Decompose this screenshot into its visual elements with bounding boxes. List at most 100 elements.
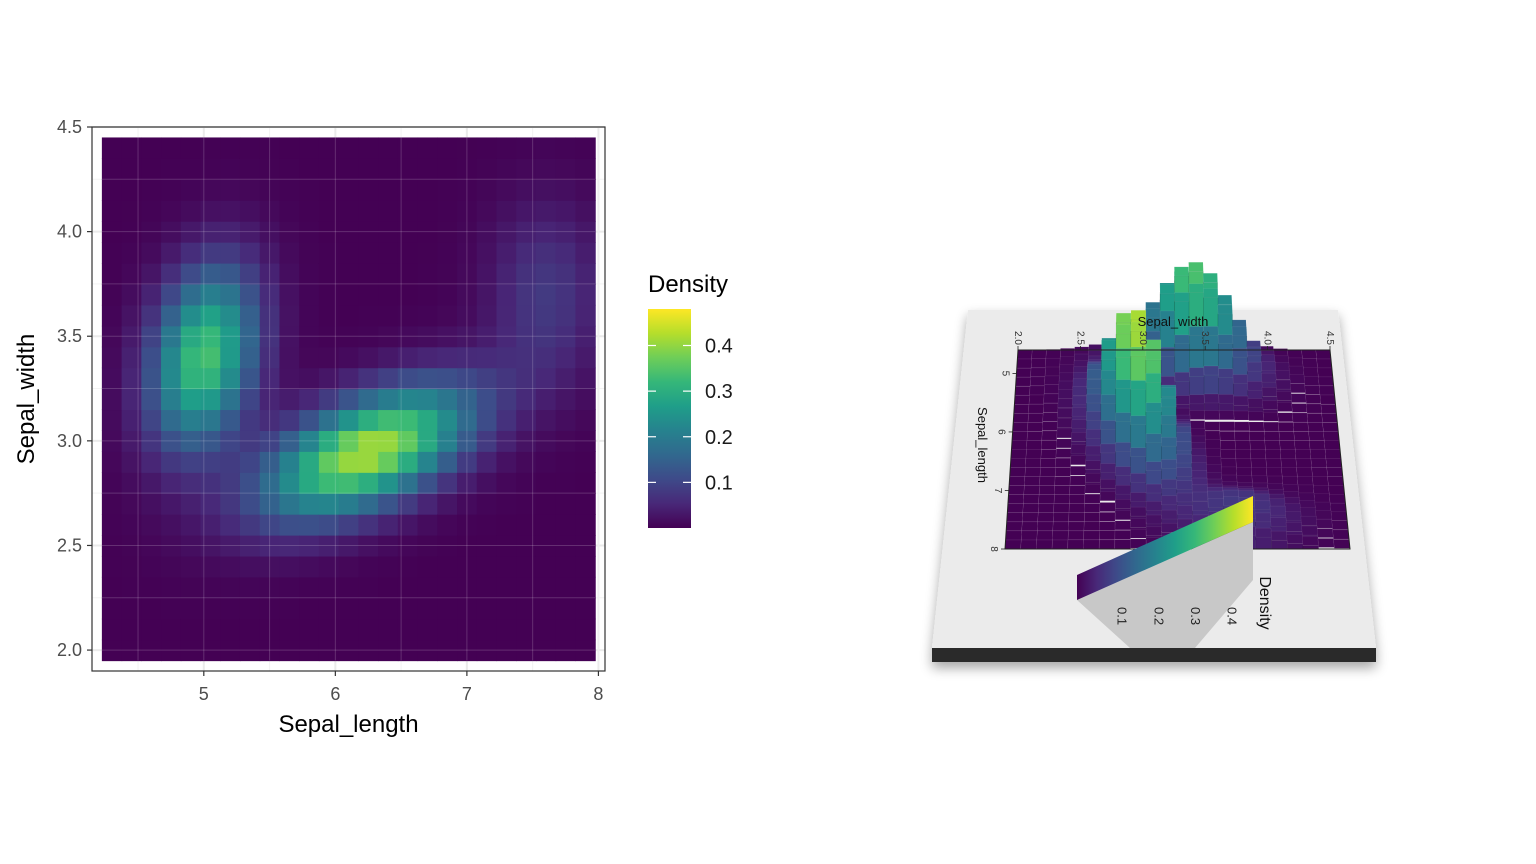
surface-cell-top xyxy=(1026,431,1043,441)
surface-cell-top xyxy=(1070,466,1086,476)
heatmap-cell xyxy=(378,304,399,327)
surface-cell-top xyxy=(1286,534,1304,544)
heatmap-cell xyxy=(397,451,419,473)
heatmap-cell xyxy=(239,137,261,159)
heatmap-cell xyxy=(417,430,438,452)
heatmap-cell xyxy=(161,472,182,494)
heatmap-cell xyxy=(555,283,576,306)
heatmap-cell xyxy=(496,576,517,599)
heatmap-cell xyxy=(358,430,379,452)
heatmap-cell xyxy=(141,535,162,557)
surface-cell-top xyxy=(1161,523,1178,533)
heatmap-cell xyxy=(437,472,458,494)
surface-cell-top xyxy=(1326,467,1343,477)
heatmap-cell xyxy=(121,618,142,641)
heatmap-cell xyxy=(535,367,557,390)
surface-cell-top xyxy=(1189,394,1205,405)
heatmap-cell xyxy=(161,263,182,285)
heatmap-cell xyxy=(200,325,221,348)
heatmap-cell xyxy=(516,597,537,620)
heatmap-cell xyxy=(279,576,300,599)
heatmap-cell xyxy=(200,409,221,431)
heatmap-cell xyxy=(476,346,498,369)
heatmap-cell xyxy=(575,137,596,159)
heatmap-cell xyxy=(239,304,261,327)
heatmap-cell xyxy=(220,242,241,264)
surface-cell-top xyxy=(1059,364,1075,374)
surface-cell-top xyxy=(1030,367,1046,378)
surface-cell-top xyxy=(1314,501,1332,512)
heatmap-cell xyxy=(516,639,537,662)
surface-cell-top xyxy=(1005,530,1022,541)
heatmap-cell xyxy=(358,325,379,348)
iso-legend-ticks: 0.1 0.2 0.3 0.4 xyxy=(1115,607,1240,625)
surface-cell-top xyxy=(1130,492,1147,502)
y-tick-label: 3.0 xyxy=(57,431,82,451)
surface-cell-top xyxy=(1130,380,1147,390)
heatmap-cell xyxy=(279,618,300,641)
heatmap-cell xyxy=(397,618,419,641)
heatmap-cell xyxy=(161,304,182,327)
surface-cell-top xyxy=(1007,503,1024,513)
heatmap-cell xyxy=(141,576,162,599)
surface-cell-top xyxy=(1217,294,1233,305)
heatmap-cell xyxy=(535,200,557,222)
surface-cell-top xyxy=(1203,393,1220,404)
heatmap-cell xyxy=(200,158,221,180)
heatmap-cell xyxy=(378,618,399,641)
heatmap-cell xyxy=(279,430,300,452)
surface-cell-top xyxy=(1029,376,1046,387)
surface-cell-top xyxy=(1255,527,1272,538)
heatmap-cell xyxy=(259,304,281,327)
heatmap-cell xyxy=(141,639,162,662)
surface-cell-top xyxy=(1145,373,1162,383)
surface-cell-top xyxy=(1302,358,1318,368)
surface-cell-top xyxy=(1084,503,1101,513)
surface-cell-top xyxy=(1174,334,1190,345)
surface-cell-top xyxy=(1323,431,1340,441)
heatmap-cell xyxy=(239,263,261,285)
heatmap-cell xyxy=(457,388,478,411)
heatmap-cell xyxy=(476,493,498,515)
surface-cell-top xyxy=(1323,440,1341,450)
heatmap-cell xyxy=(496,263,517,285)
heatmap-cell xyxy=(338,535,359,557)
surface-cell-top xyxy=(1099,521,1116,531)
surface-cell-top xyxy=(1263,421,1280,432)
density-heatmap-2d: 5 6 7 8 2.0 2.5 3.0 3.5 4.0 4.5 Sepal_length Sep… xyxy=(13,117,733,738)
heatmap-cell xyxy=(437,346,458,369)
heatmap-cell xyxy=(555,221,576,243)
surface-cell-top xyxy=(1310,458,1328,468)
heatmap-cell xyxy=(437,493,458,515)
surface-cell-top xyxy=(1231,326,1248,337)
heatmap-cell xyxy=(220,325,241,348)
heatmap-cell xyxy=(239,158,261,180)
surface-cell-top xyxy=(1043,393,1059,404)
surface-cell-top xyxy=(1302,367,1319,377)
heatmap-cell xyxy=(299,576,320,599)
heatmap-cell xyxy=(516,263,537,285)
surface-cell-top xyxy=(1057,398,1074,409)
surface-cell-top xyxy=(1204,421,1221,431)
surface-cell-top xyxy=(1279,440,1296,450)
iso-y-axis-ticks: 5 6 7 8 xyxy=(988,371,1017,552)
heatmap-cell xyxy=(358,283,379,306)
x-tick-label: 5 xyxy=(199,684,209,704)
heatmap-cell xyxy=(318,618,340,641)
heatmap-cell xyxy=(437,409,458,431)
heatmap-cell xyxy=(417,597,438,620)
heatmap-cell xyxy=(220,221,241,243)
heatmap-cell xyxy=(141,137,162,159)
surface-cell-top xyxy=(1249,431,1266,441)
surface-cell-top xyxy=(1324,449,1342,459)
surface-cell-top xyxy=(1115,466,1132,476)
heatmap-cell xyxy=(457,639,478,662)
surface-cell-top xyxy=(1220,458,1237,468)
surface-cell-top xyxy=(1045,358,1061,368)
heatmap-cell xyxy=(378,242,399,264)
x-axis-ticks: 5 6 7 8 xyxy=(199,671,603,704)
heatmap-cell xyxy=(259,158,281,180)
heatmap-cell xyxy=(535,409,557,431)
iso-x-tick-label: 2.0 xyxy=(1012,331,1023,345)
heatmap-cell xyxy=(101,242,123,264)
